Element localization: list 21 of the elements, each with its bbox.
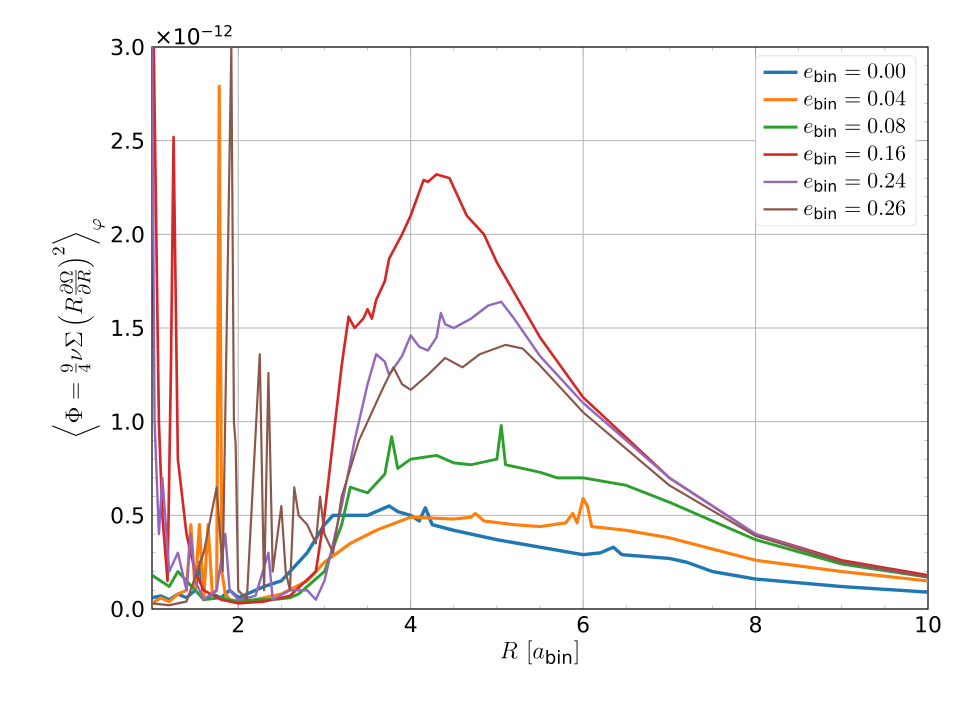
legend-label: $e_{\mathrm{bin}} = 0.00$	[804, 63, 906, 82]
x-tick-label: 6	[578, 616, 589, 633]
y-axis-title: $\left\langle \Phi = \frac{9}{4}\nu\Sigma\left(R\frac{\partial\Omega}{\partial R}\right)^{2}\right\rangle_{\varphi}$	[52, 219, 105, 436]
text: ×10$^{−12}$	[157, 25, 232, 45]
y-tick-label: 2.0	[112, 226, 144, 243]
y-tick-label: 1.0	[112, 413, 144, 430]
y-tick-label: 3.0	[112, 38, 144, 56]
y-tick-label: 0.0	[112, 600, 144, 618]
x-tick-label: 8	[750, 616, 762, 633]
legend-label: $e_{\mathrm{bin}} = 0.26$	[804, 200, 906, 220]
y-tick-label: 0.5	[112, 507, 144, 524]
legend-label: $e_{\mathrm{bin}} = 0.16$	[804, 146, 906, 164]
legend-label: $e_{\mathrm{bin}} = 0.24$	[804, 172, 906, 192]
x-tick-label: 4	[404, 616, 416, 632]
x-tick-label: 10	[916, 616, 940, 633]
x-tick-label: 2	[232, 616, 243, 632]
legend-label: $e_{\mathrm{bin}} = 0.04$	[804, 90, 906, 110]
y-tick-label: 2.5	[112, 132, 144, 149]
x-axis-title: $R\ [a_{\mathrm{bin}}]$	[500, 640, 578, 664]
y-tick-label: 1.5	[112, 320, 144, 336]
legend-label: $e_{\mathrm{bin}} = 0.08$	[804, 118, 906, 138]
